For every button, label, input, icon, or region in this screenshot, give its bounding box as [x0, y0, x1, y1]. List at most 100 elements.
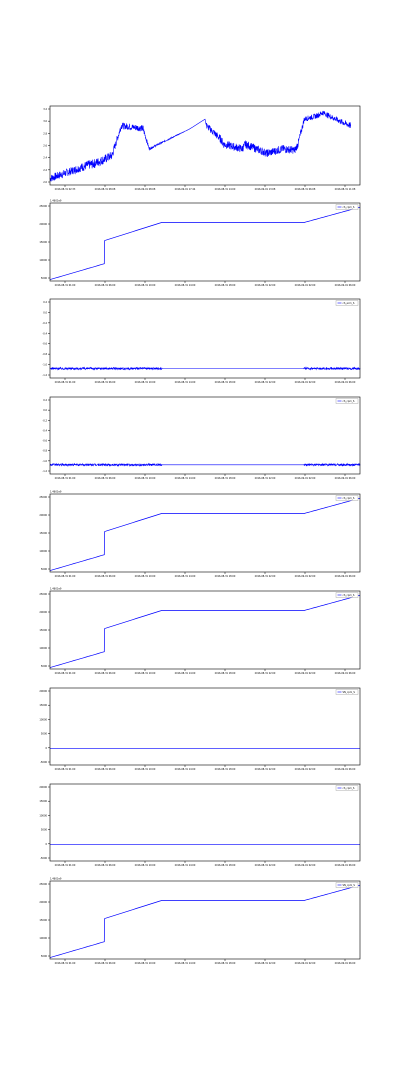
chart-panel-2: 25000 20000 15000 10000 5000 2016-08-31 01:00…: [39, 200, 361, 287]
y-tick-label: 3.2: [43, 108, 47, 111]
axes-frame: [49, 880, 361, 960]
x-tick-label: 2016-08-31 14:00: [175, 381, 196, 384]
y-tick-label: 15000: [39, 919, 47, 922]
x-tick-label: 2016-08-31 01:00: [55, 381, 76, 384]
legend-label: cS_cpm_S: [343, 400, 355, 403]
x-tick-label: 2016-08-31 18:00: [215, 381, 236, 384]
y-tick-label: 2.4: [43, 157, 47, 160]
y-tick-label: 20000: [39, 901, 47, 904]
y-tick-label: 5000: [41, 829, 48, 832]
axes-frame: [49, 493, 361, 573]
legend-label: cS_cpm_S: [343, 594, 355, 597]
x-tick-label: 2016-09-01 02:00: [295, 672, 316, 675]
x-tick-label: 2016-08-31 10:00: [135, 864, 156, 867]
x-tick-label: 2016-08-31 14:00: [175, 672, 196, 675]
series-line: [49, 884, 361, 958]
y-tick-label: -1.2: [42, 374, 47, 377]
legend-box: [335, 689, 359, 695]
x-tick-label: 2016-09-01 02:00: [295, 284, 316, 287]
y-tick-label: -0.2: [42, 322, 47, 325]
y-tick-label: 15000: [39, 629, 47, 632]
y-tick-label: 20000: [39, 690, 47, 693]
x-tick-label: 2016-09-01 06:00: [335, 284, 356, 287]
axis-offset-label: 1.4601e9: [50, 878, 62, 881]
legend-box: [335, 785, 359, 791]
y-tick-label: 25000: [39, 205, 47, 208]
y-tick-label: 10000: [39, 814, 47, 817]
y-tick-label: 20000: [39, 514, 47, 517]
x-tick-label: 2016-09-01 06:00: [335, 575, 356, 578]
x-tick-label: 2016-08-31 14:00: [175, 477, 196, 480]
y-tick-label: -0.6: [42, 343, 47, 346]
x-tick-label: 2016-08-31 14:00: [215, 188, 236, 191]
y-tick-label: 0.2: [43, 399, 47, 402]
y-tick-label: 20000: [39, 611, 47, 614]
x-tick-label: 2016-08-31 10:00: [135, 575, 156, 578]
chart-panel-1: 3.2 3.0 2.8 2.6 2.4 2.2 2.0 2016-08-31 02:33 201…: [43, 105, 361, 191]
y-tick-label: 25000: [39, 593, 47, 596]
x-tick-label: 2016-08-31 14:00: [175, 962, 196, 965]
legend-label: cS_cpm_S: [343, 787, 355, 790]
x-tick-label: 2016-08-31 14:00: [175, 575, 196, 578]
x-tick-label: 2016-08-31 18:00: [215, 477, 236, 480]
x-tick-label: 2016-08-31 18:00: [215, 864, 236, 867]
x-tick-label: 2016-09-01 02:00: [295, 477, 316, 480]
x-tick-label: 2016-09-01 06:00: [335, 672, 356, 675]
x-tick-label: 2016-08-31 18:00: [215, 962, 236, 965]
y-tick-label: 5000: [41, 955, 48, 958]
x-tick-label: 2016-08-31 22:00: [255, 768, 276, 771]
axis-offset-label: 1.4601e9: [50, 588, 62, 591]
series-line: [49, 594, 361, 668]
chart-panel-5: 25000 20000 15000 10000 5000 2016-08-31 01:00…: [39, 491, 361, 578]
x-tick-label: 2016-08-31 14:00: [175, 284, 196, 287]
x-tick-label: 2016-08-31 18:00: [215, 284, 236, 287]
chart-panel-7: 20000 15000 10000 5000 0 -5000 2016-08-31 01:0…: [39, 687, 361, 771]
y-tick-label: 10000: [39, 550, 47, 553]
x-tick-label: 2016-09-01 13:08: [255, 188, 276, 191]
x-tick-label: 2016-08-31 08:08: [95, 188, 116, 191]
axes-frame: [49, 590, 361, 670]
x-tick-label: 2016-09-01 06:00: [335, 864, 356, 867]
chart-panel-9: 25000 20000 15000 10000 5000 2016-08-31 01:00…: [39, 878, 361, 965]
x-tick-label: 2016-08-31 06:00: [95, 672, 116, 675]
y-tick-label: 10000: [39, 718, 47, 721]
legend-box: [335, 592, 359, 598]
y-tick-label: -5000: [40, 761, 47, 764]
x-tick-label: 2016-08-31 22:00: [255, 672, 276, 675]
axis-offset-label: 1.4601e9: [50, 200, 62, 203]
x-tick-label: 2016-08-31 10:00: [135, 768, 156, 771]
x-tick-label: 2016-08-31 01:00: [55, 575, 76, 578]
x-tick-label: 2016-08-31 02:33: [55, 188, 76, 191]
x-tick-label: 2016-09-01 08:08: [135, 188, 156, 191]
x-tick-label: 2016-08-31 22:00: [255, 477, 276, 480]
x-tick-label: 2016-09-01 06:00: [335, 477, 356, 480]
y-tick-label: 2.8: [43, 132, 47, 135]
y-tick-label: -0.4: [42, 332, 47, 335]
x-tick-label: 2016-09-01 17:44: [175, 188, 196, 191]
x-tick-label: 2016-08-31 01:00: [55, 864, 76, 867]
x-tick-label: 2016-08-31 22:00: [255, 575, 276, 578]
axes-frame: [49, 396, 361, 475]
x-tick-label: 2016-08-31 06:00: [95, 962, 116, 965]
x-tick-label: 2016-08-31 01:00: [55, 284, 76, 287]
y-tick-label: 2.2: [43, 169, 47, 172]
legend-box: [335, 300, 359, 306]
x-tick-label: 2016-08-31 01:00: [55, 477, 76, 480]
y-tick-label: 0: [45, 843, 47, 846]
y-tick-label: 0.0: [43, 311, 47, 314]
y-tick-label: 2.0: [43, 181, 47, 184]
series-line: [49, 497, 361, 571]
x-tick-label: 2016-08-31 06:08: [295, 188, 316, 191]
x-tick-label: 2016-09-01 06:00: [335, 768, 356, 771]
x-tick-label: 2016-08-31 10:00: [135, 477, 156, 480]
x-tick-label: 2016-08-31 06:00: [95, 575, 116, 578]
chart-panel-3: 0.2 0.0 -0.2 -0.4 -0.6 -0.8 -1.0 -1.2 2016-08-31…: [42, 298, 361, 384]
y-tick-label: -1.2: [42, 470, 47, 473]
y-tick-label: 5000: [41, 665, 48, 668]
chart-panel-4: 0.2 0.0 -0.2 -0.4 -0.6 -0.8 -1.0 -1.2 2016-08-31…: [42, 396, 361, 480]
x-tick-label: 2016-08-31 06:00: [95, 477, 116, 480]
x-tick-label: 2016-08-31 22:00: [255, 284, 276, 287]
x-tick-label: 2016-09-01 06:00: [335, 962, 356, 965]
y-tick-label: 10000: [39, 647, 47, 650]
